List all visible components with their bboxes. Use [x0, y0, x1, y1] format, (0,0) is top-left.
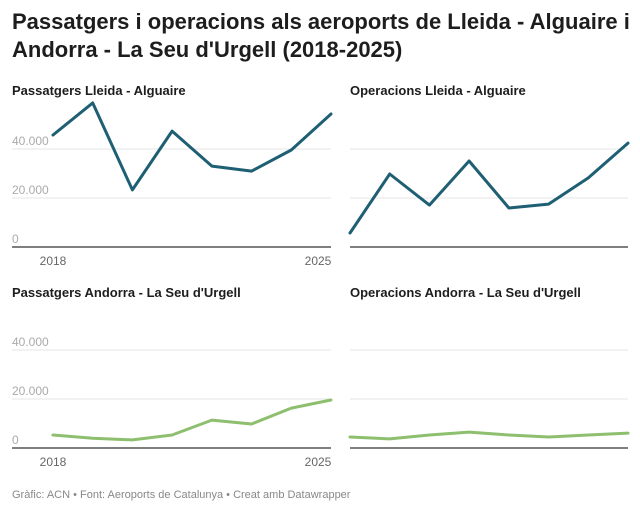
x-tick-label: 2025 — [305, 455, 332, 469]
panel-title-operacions-lleida: Operacions Lleida - Alguaire — [350, 83, 526, 98]
page-title: Passatgers i operacions als aeroports de… — [12, 9, 630, 62]
y-tick-label: 40.000 — [12, 335, 49, 349]
panel-title-passatgers-lleida: Passatgers Lleida - Alguaire — [12, 83, 186, 98]
y-tick-label: 20.000 — [12, 384, 49, 398]
y-tick-label: 0 — [12, 232, 19, 246]
panel-2: 0 20.000 40.000 2018 2025 — [12, 335, 333, 469]
y-tick-label: 40.000 — [12, 134, 49, 148]
y-tick-label: 20.000 — [12, 183, 49, 197]
panel-3 — [348, 349, 630, 449]
panel-title-operacions-andorra: Operacions Andorra - La Seu d'Urgell — [350, 285, 581, 300]
series-line — [348, 430, 630, 441]
x-tick-label: 2018 — [40, 254, 67, 268]
series-line — [51, 398, 333, 442]
series-line — [51, 101, 333, 192]
x-tick-label: 2025 — [305, 254, 332, 268]
y-tick-label: 0 — [12, 433, 19, 447]
panel-1 — [348, 141, 630, 248]
series-line — [348, 141, 630, 235]
panel-title-passatgers-andorra: Passatgers Andorra - La Seu d'Urgell — [12, 285, 241, 300]
panel-0: 0 20.000 40.000 2018 2025 — [12, 101, 333, 268]
footer-credits: Gràfic: ACN • Font: Aeroports de Catalun… — [12, 489, 351, 501]
x-tick-label: 2018 — [40, 455, 67, 469]
